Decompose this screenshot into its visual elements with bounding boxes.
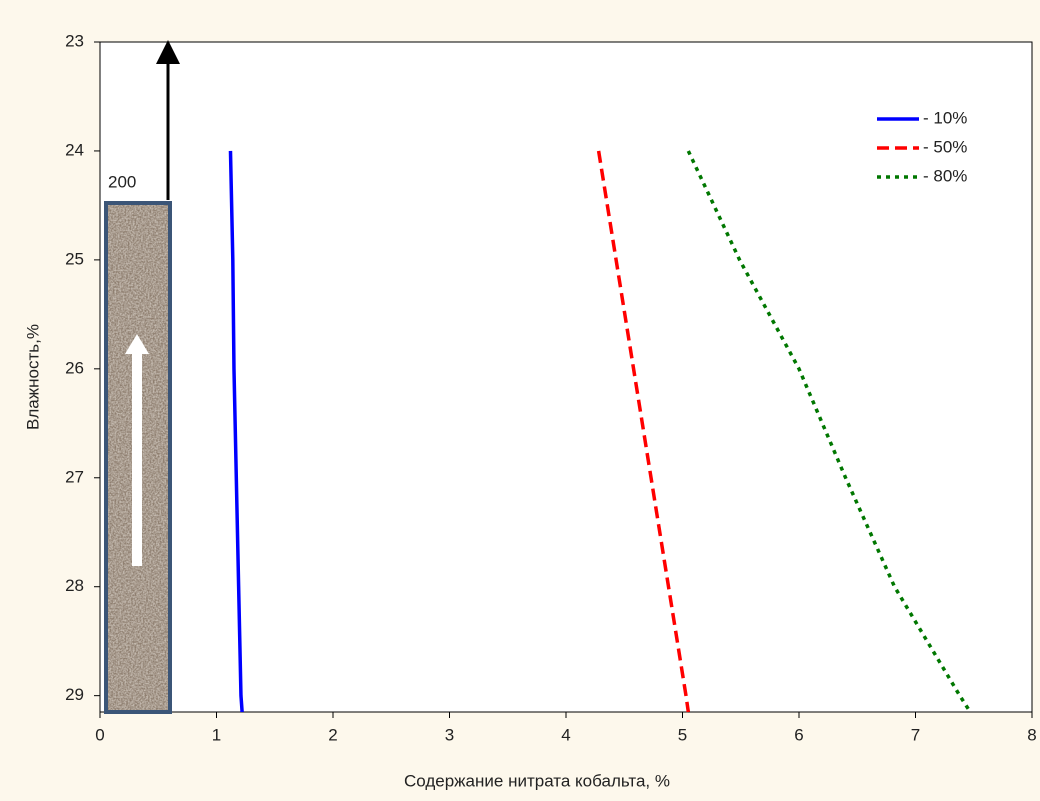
series-line <box>596 150 691 713</box>
x-tick-label: 8 <box>1027 725 1036 744</box>
x-tick-label: 0 <box>95 725 104 744</box>
x-tick-label: 4 <box>561 725 570 744</box>
x-tick-label: 7 <box>911 725 920 744</box>
y-tick-label: 23 <box>65 31 84 50</box>
y-tick-label: 28 <box>65 576 84 595</box>
legend-label: - 50% <box>923 137 967 156</box>
series-line <box>686 150 972 713</box>
sample-border <box>104 201 172 714</box>
y-tick-label: 29 <box>65 685 84 704</box>
y-tick-label: 27 <box>65 467 84 486</box>
white-arrow-head <box>125 334 149 354</box>
white-arrow <box>132 352 142 566</box>
x-tick-label: 2 <box>328 725 337 744</box>
series-line <box>228 150 244 713</box>
y-tick-label: 26 <box>65 358 84 377</box>
legend-label: - 80% <box>923 166 967 185</box>
x-tick-label: 3 <box>445 725 454 744</box>
legend-label: - 10% <box>923 108 967 127</box>
y-axis-label: Влажность,% <box>23 324 42 430</box>
annotation-label: 200 <box>108 172 136 191</box>
x-tick-label: 1 <box>212 725 221 744</box>
plot-area <box>99 41 1033 713</box>
x-axis-label: Содержание нитрата кобальта, % <box>404 771 670 790</box>
y-tick-label: 25 <box>65 249 84 268</box>
x-tick-label: 6 <box>794 725 803 744</box>
y-tick-label: 24 <box>65 140 84 159</box>
x-tick-label: 5 <box>678 725 687 744</box>
annotation: 200 <box>104 40 180 714</box>
